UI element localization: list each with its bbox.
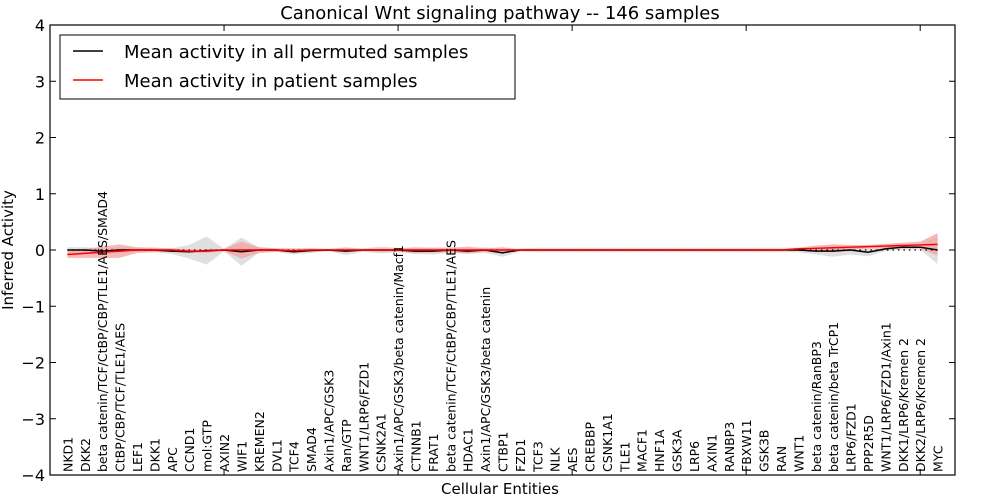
y-tick-label: 2 — [35, 129, 45, 148]
y-tick-label: 4 — [35, 16, 45, 35]
x-category-label: FRAT1 — [426, 433, 441, 472]
x-category-label: Axin1/APC/GSK3 — [321, 370, 336, 472]
x-category-label: MYC — [931, 445, 946, 472]
chart-title: Canonical Wnt signaling pathway -- 146 s… — [280, 3, 720, 24]
patient-std-band — [67, 233, 938, 259]
x-category-label: RANBP3 — [722, 422, 737, 472]
patient-mean-line — [67, 243, 938, 256]
x-category-label: APC — [165, 447, 180, 472]
x-category-label: GSK3A — [670, 429, 685, 472]
x-category-label: HDAC1 — [461, 428, 476, 472]
x-axis-label: Cellular Entities — [441, 480, 559, 498]
x-category-label: DKK1/LRP6/Kremen 2 — [896, 338, 911, 472]
x-category-label: CSNK2A1 — [374, 413, 389, 472]
x-category-label: KREMEN2 — [252, 411, 267, 472]
x-category-label: TCF4 — [287, 441, 302, 473]
y-tick-label: 0 — [35, 241, 45, 260]
legend: Mean activity in all permuted samples Me… — [59, 34, 516, 100]
x-category-label: CREBBP — [583, 422, 598, 472]
y-tick-label: 3 — [35, 72, 45, 91]
x-category-label: SMAD4 — [304, 427, 319, 472]
x-category-label: Axin1/APC/GSK3/beta catenin/Macf1 — [391, 245, 406, 472]
x-category-label: WIF1 — [234, 441, 249, 472]
y-tick-label: −4 — [21, 466, 45, 485]
x-category-label: CSNK1A1 — [600, 413, 615, 472]
x-category-label: AXIN2 — [217, 434, 232, 472]
x-category-label: FBXW11 — [739, 419, 754, 472]
y-tick-label: −1 — [21, 297, 45, 316]
x-category-label: LRP6/FZD1 — [844, 403, 859, 472]
x-category-label: WNT1/LRP6/FZD1 — [356, 362, 371, 472]
x-category-label: Axin1/APC/GSK3/beta catenin — [478, 287, 493, 472]
legend-label-permuted: Mean activity in all permuted samples — [124, 42, 468, 63]
x-category-label: beta catenin/TCF/CtBP/CBP/TLE1/AES — [443, 240, 458, 472]
x-category-label: CTNNB1 — [408, 420, 423, 472]
x-category-label: DKK1 — [147, 438, 162, 472]
x-category-label: HNF1A — [652, 429, 667, 472]
x-category-label: AXIN1 — [704, 434, 719, 472]
x-category-label: GSK3B — [757, 430, 772, 472]
x-category-label: LRP6 — [687, 441, 702, 472]
x-category-label: CtBP/CBP/TCF/TLE1/AES — [113, 323, 128, 472]
x-category-label: FZD1 — [513, 439, 528, 472]
x-category-label: TCF3 — [530, 441, 545, 473]
x-category-label: TLE1 — [617, 442, 632, 473]
x-category-label: CTBP1 — [496, 432, 511, 472]
x-category-label: CCND1 — [182, 428, 197, 472]
y-axis-label: Inferred Activity — [0, 190, 17, 310]
x-category-label: NKD1 — [60, 437, 75, 472]
x-category-label: beta catenin/RanBP3 — [809, 341, 824, 472]
y-tick-label: −2 — [21, 354, 45, 373]
x-category-label: WNT1/LRP6/FZD1/Axin1 — [878, 322, 893, 472]
x-category-label: DKK2/LRP6/Kremen 2 — [913, 338, 928, 472]
x-category-label: LEF1 — [130, 442, 145, 472]
x-category-label: beta catenin/beta TrCP1 — [826, 322, 841, 472]
legend-frame — [59, 34, 516, 100]
x-category-label: NLK — [548, 447, 563, 472]
x-category-label: DVL1 — [269, 439, 284, 472]
legend-label-patient: Mean activity in patient samples — [124, 71, 418, 92]
y-tick-label: −3 — [21, 410, 45, 429]
x-category-label: DKK2 — [78, 438, 93, 472]
x-category-label: MACF1 — [635, 429, 650, 472]
x-category-label: Ran/GTP — [339, 419, 354, 472]
x-category-label: beta catenin/TCF/CtBP/CBP/TLE1/AES/SMAD4 — [95, 191, 110, 472]
y-tick-label: 1 — [35, 185, 45, 204]
x-category-label: AES — [565, 448, 580, 472]
x-category-label: RAN — [774, 446, 789, 472]
x-category-label: mol:GTP — [200, 420, 215, 472]
x-category-label: PPP2R5D — [861, 415, 876, 472]
x-category-label: WNT1 — [791, 435, 806, 472]
